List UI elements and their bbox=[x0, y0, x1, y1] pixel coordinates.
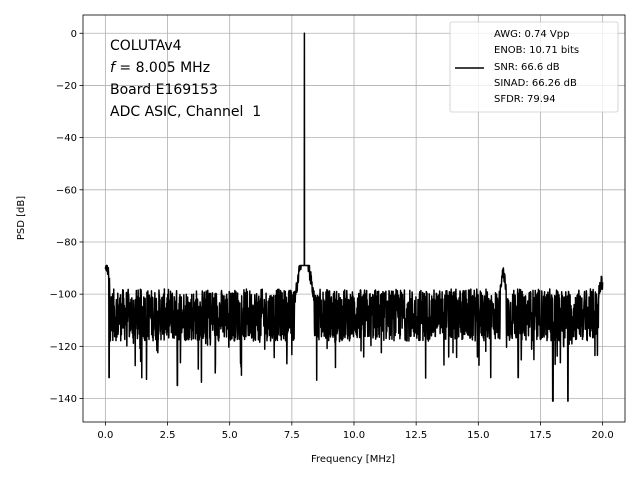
y-tick-label: −80 bbox=[56, 237, 77, 248]
annotation-board: Board E169153 bbox=[110, 82, 218, 98]
y-tick-label: −140 bbox=[50, 394, 77, 405]
x-axis-ticks: 0.0 2.5 5.0 7.5 10.0 12.5 15.0 17.5 20.0 bbox=[97, 422, 614, 441]
annotation-title: COLUTAv4 bbox=[110, 38, 182, 54]
y-tick-label: −20 bbox=[56, 81, 77, 92]
y-tick-label: −60 bbox=[56, 185, 77, 196]
x-axis-label: Frequency [MHz] bbox=[311, 454, 395, 465]
legend-sfdr: SFDR: 79.94 bbox=[494, 94, 556, 105]
legend-snr: SNR: 66.6 dB bbox=[494, 62, 560, 73]
axes-frame bbox=[82, 14, 626, 423]
y-tick-label: 0 bbox=[71, 29, 77, 40]
x-tick-label: 5.0 bbox=[222, 430, 238, 441]
x-tick-label: 10.0 bbox=[343, 430, 365, 441]
y-tick-label: −100 bbox=[50, 290, 77, 301]
legend-box bbox=[449, 21, 619, 113]
legend-sinad: SINAD: 66.26 dB bbox=[494, 78, 577, 89]
y-axis-label: PSD [dB] bbox=[16, 196, 27, 240]
x-tick-label: 2.5 bbox=[160, 430, 176, 441]
psd-series-line bbox=[104, 32, 604, 402]
y-axis-ticks: 0 −20 −40 −60 −80 −100 −120 −140 bbox=[50, 29, 83, 405]
legend-enob: ENOB: 10.71 bits bbox=[494, 45, 579, 56]
legend: AWG: 0.74 Vpp ENOB: 10.71 bits SNR: 66.6… bbox=[449, 21, 619, 113]
y-tick-label: −40 bbox=[56, 133, 77, 144]
x-tick-label: 17.5 bbox=[529, 430, 551, 441]
x-tick-label: 7.5 bbox=[284, 430, 300, 441]
x-tick-label: 15.0 bbox=[467, 430, 489, 441]
annotation-frequency-value: = 8.005 MHz bbox=[115, 60, 210, 76]
x-tick-label: 0.0 bbox=[97, 430, 113, 441]
legend-awg: AWG: 0.74 Vpp bbox=[494, 29, 569, 40]
y-tick-label: −120 bbox=[50, 342, 77, 353]
annotation-frequency-symbol: f bbox=[110, 60, 117, 76]
x-tick-label: 12.5 bbox=[405, 430, 427, 441]
annotation-block: COLUTAv4 f = 8.005 MHz Board E169153 ADC… bbox=[110, 38, 261, 120]
x-tick-label: 20.0 bbox=[591, 430, 613, 441]
annotation-channel: ADC ASIC, Channel 1 bbox=[110, 104, 261, 120]
annotation-frequency: f = 8.005 MHz bbox=[110, 60, 210, 76]
plot-area bbox=[104, 32, 604, 402]
